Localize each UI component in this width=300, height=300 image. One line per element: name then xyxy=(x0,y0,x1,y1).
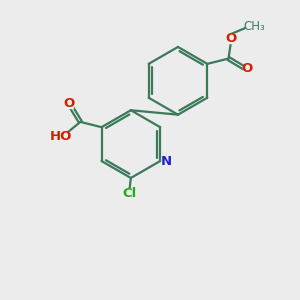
Bar xyxy=(163,157,171,166)
Bar xyxy=(247,22,262,30)
Text: Cl: Cl xyxy=(122,187,136,200)
Text: HO: HO xyxy=(50,130,72,142)
Bar xyxy=(52,132,69,140)
Bar xyxy=(124,189,135,198)
Bar xyxy=(65,100,73,108)
Bar xyxy=(227,34,236,43)
Text: CH₃: CH₃ xyxy=(243,20,265,33)
Bar xyxy=(243,65,251,73)
Text: O: O xyxy=(226,32,237,45)
Text: N: N xyxy=(161,154,172,167)
Text: O: O xyxy=(242,62,253,75)
Text: O: O xyxy=(64,97,75,110)
